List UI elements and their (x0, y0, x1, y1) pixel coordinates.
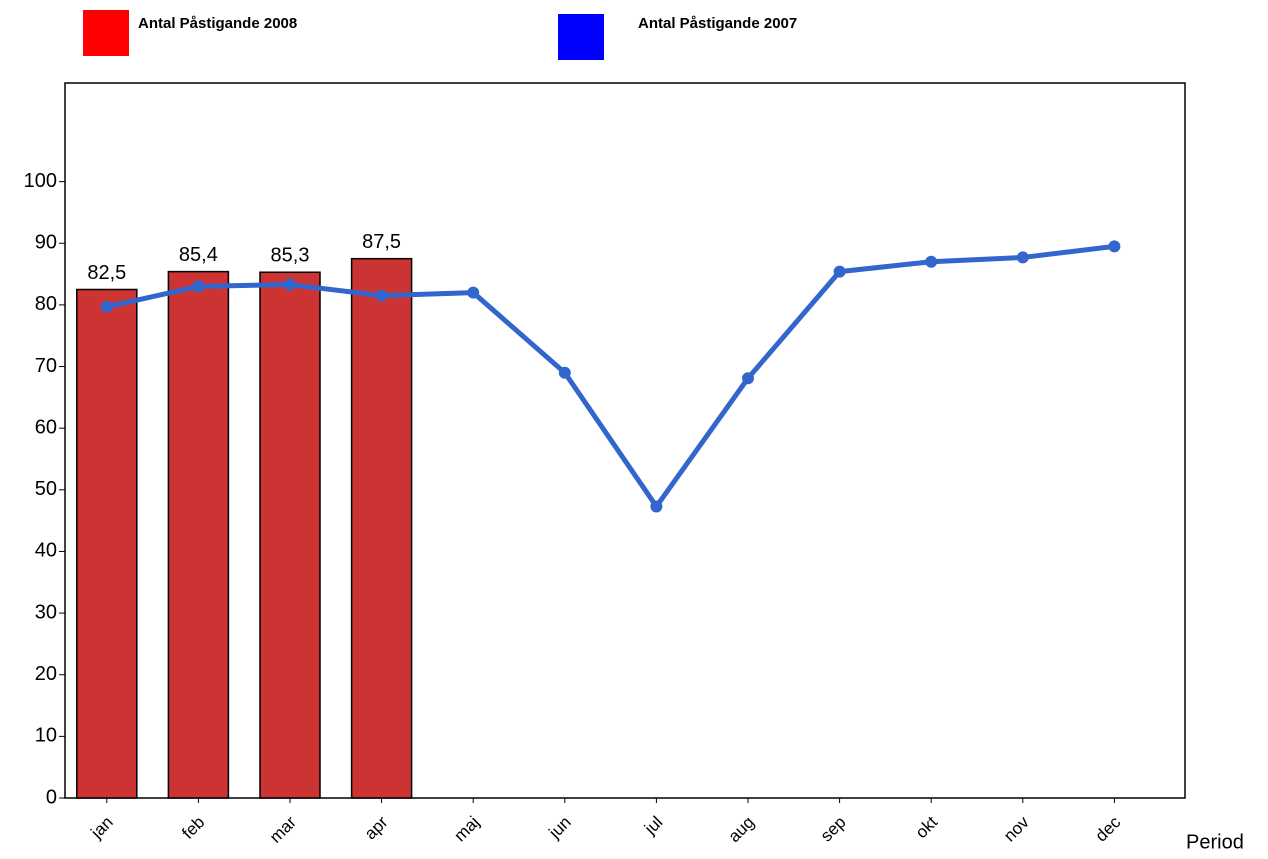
x-tick-label: dec (1092, 812, 1125, 845)
x-tick-label: mar (266, 812, 300, 846)
y-tick-label: 10 (35, 725, 57, 747)
line (106, 243, 1115, 509)
y-tick-label: 80 (35, 293, 57, 315)
x-axis-label: Period (1186, 831, 1244, 853)
legend-label: Antal Påstigande 2007 (638, 15, 797, 32)
bar (259, 271, 321, 799)
y-tick-label: 20 (35, 663, 57, 685)
y-tick-label: 30 (35, 601, 57, 623)
line-point (650, 500, 663, 513)
x-tick-label: maj (450, 813, 483, 846)
legend-label: Antal Påstigande 2008 (138, 15, 297, 32)
legend-swatch (558, 14, 604, 60)
x-tick-label: feb (178, 813, 208, 843)
bar (76, 288, 138, 799)
y-tick-label: 60 (35, 416, 57, 438)
bar (350, 257, 413, 799)
x-tick-label: okt (912, 812, 942, 842)
x-tick-label: apr (361, 812, 392, 843)
line-point (1016, 251, 1029, 264)
legend-swatch (83, 10, 129, 56)
data-label: 82,5 (87, 262, 126, 284)
y-tick-label: 100 (24, 170, 57, 192)
x-tick-label: aug (725, 813, 758, 846)
line-point (100, 300, 113, 313)
line-point (284, 278, 296, 291)
line-point (558, 366, 571, 379)
x-tick-label: sep (817, 813, 850, 846)
line-point (192, 280, 205, 293)
bar (167, 270, 230, 799)
y-tick-label: 50 (35, 478, 57, 500)
y-tick-label: 90 (35, 232, 57, 254)
y-tick-label: 0 (46, 786, 57, 808)
x-tick-label: jan (87, 813, 117, 843)
plot-frame (64, 82, 1186, 799)
data-label: 87,5 (362, 231, 401, 253)
data-label: 85,3 (271, 245, 310, 267)
data-label: 85,4 (179, 244, 218, 266)
line-point (833, 265, 846, 278)
line-point (742, 372, 754, 385)
line-point (925, 255, 938, 268)
line-point (467, 286, 480, 299)
line-point (375, 289, 388, 302)
line-point (1108, 240, 1121, 253)
x-tick-label: jul (640, 813, 666, 839)
y-tick-label: 40 (35, 540, 57, 562)
x-tick-label: jun (545, 813, 575, 843)
y-tick-label: 70 (35, 355, 57, 377)
x-tick-label: nov (1000, 812, 1033, 845)
